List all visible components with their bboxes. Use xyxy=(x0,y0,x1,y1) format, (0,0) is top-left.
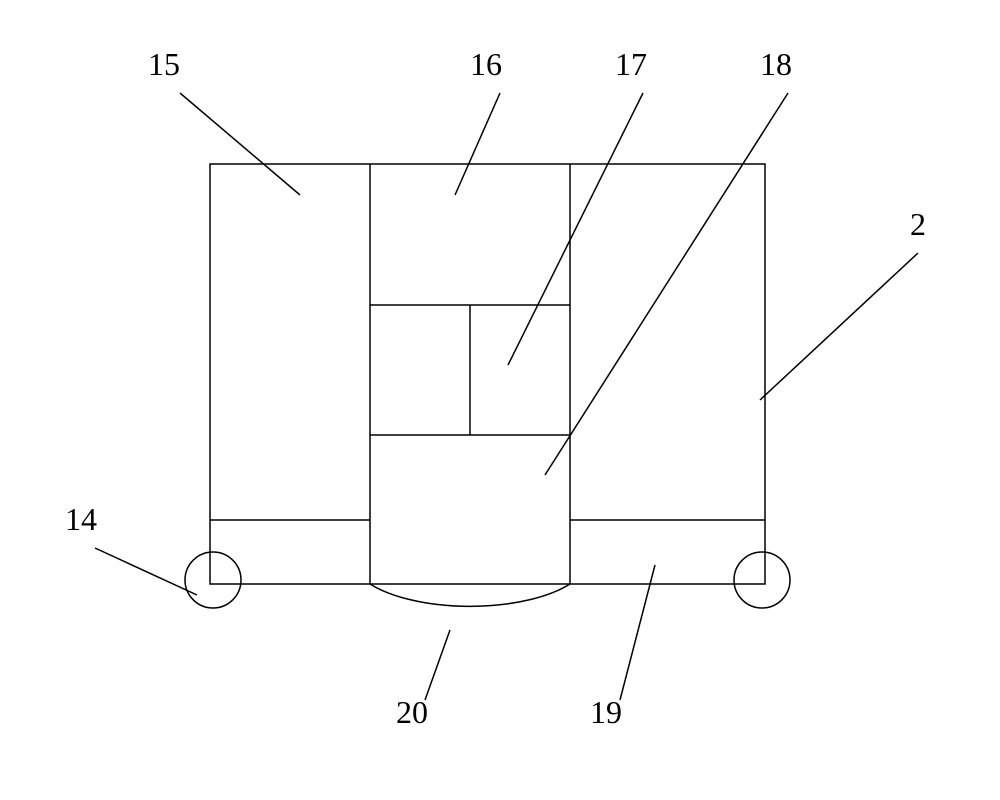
label-20: 20 xyxy=(396,694,428,730)
label-19: 19 xyxy=(590,694,622,730)
outer-rect xyxy=(210,164,765,584)
wheel-left-icon xyxy=(185,552,241,608)
wheel-right-icon xyxy=(734,552,790,608)
leader-2 xyxy=(760,253,918,400)
label-16: 16 xyxy=(470,46,502,82)
leader-20 xyxy=(425,630,450,700)
leader-16 xyxy=(455,93,500,195)
bottom-arc xyxy=(370,584,570,606)
leader-14 xyxy=(95,548,197,595)
label-14: 14 xyxy=(65,501,97,537)
inner-structure xyxy=(210,164,765,584)
label-18: 18 xyxy=(760,46,792,82)
label-15: 15 xyxy=(148,46,180,82)
label-2: 2 xyxy=(910,206,926,242)
leader-18 xyxy=(545,93,788,475)
label-17: 17 xyxy=(615,46,647,82)
leader-15 xyxy=(180,93,300,195)
labels-group: 2 14 15 16 17 18 19 20 xyxy=(65,46,926,730)
leader-19 xyxy=(620,565,655,700)
technical-diagram: 2 14 15 16 17 18 19 20 xyxy=(0,0,1000,800)
leader-17 xyxy=(508,93,643,365)
